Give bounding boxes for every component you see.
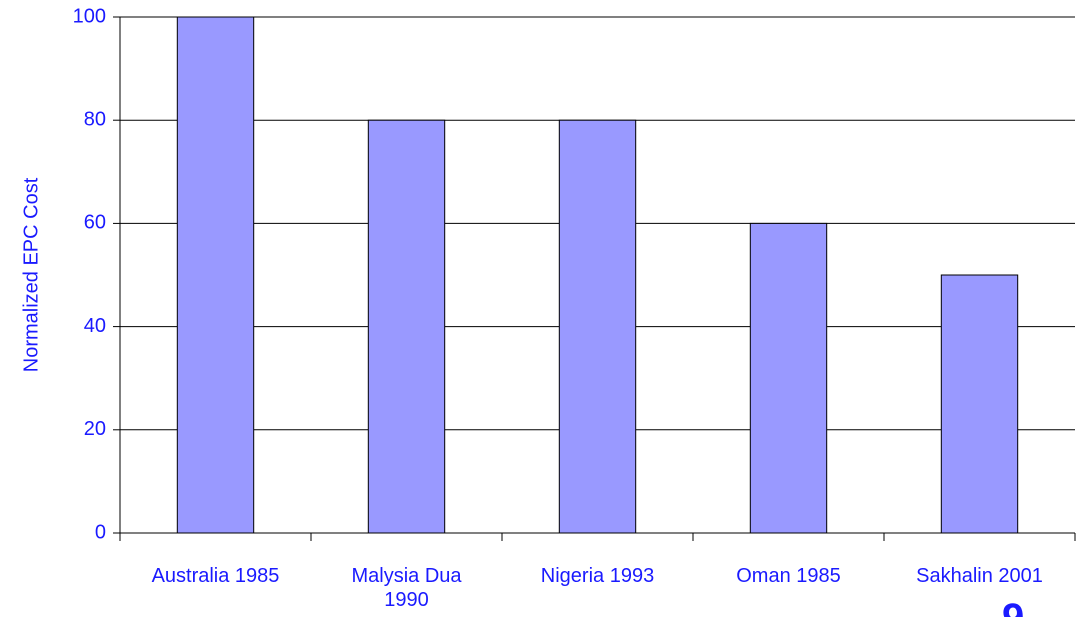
y-tick-label: 40 [84, 315, 106, 337]
bar [940, 274, 1019, 534]
bar [749, 222, 828, 534]
x-tick-label: Sakhalin 2001 [916, 565, 1043, 587]
x-tick-label: Nigeria 1993 [540, 565, 655, 587]
y-axis-label: Normalized EPC Cost [20, 177, 42, 372]
bar [558, 119, 637, 534]
y-tick-label: 60 [84, 212, 106, 234]
page-number: 9 [1002, 598, 1024, 617]
y-tick-label: 100 [73, 5, 106, 27]
y-tick-label: 0 [95, 521, 106, 543]
x-tick-label: Oman 1985 [736, 565, 841, 587]
bar [176, 16, 255, 534]
y-tick-label: 20 [84, 418, 106, 440]
x-tick-label: Malysia Dua 1990 [351, 565, 462, 611]
bar [367, 119, 446, 534]
y-tick-label: 80 [84, 108, 106, 130]
x-tick-label: Australia 1985 [151, 565, 280, 587]
